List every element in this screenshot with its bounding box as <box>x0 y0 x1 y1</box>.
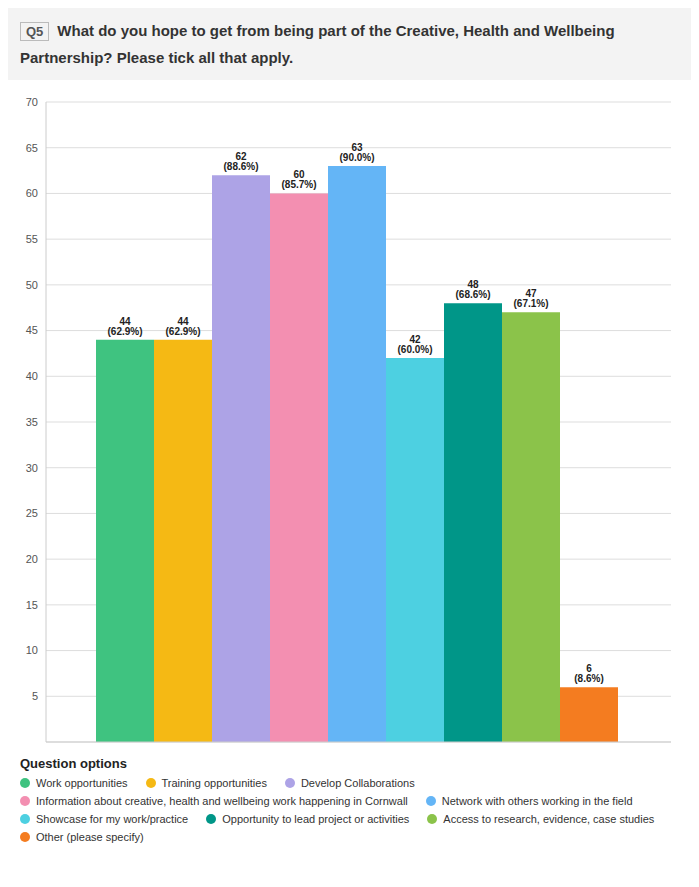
svg-text:44(62.9%): 44(62.9%) <box>107 316 142 337</box>
svg-text:55: 55 <box>26 233 38 245</box>
html-text:Work opportunities: Work opportunities <box>36 777 128 789</box>
svg-text:48(68.6%): 48(68.6%) <box>455 279 490 300</box>
svg-text:30: 30 <box>26 462 38 474</box>
html-text:Information about creative, he: Information about creative, health and w… <box>36 795 408 807</box>
html-text:Opportunity to lead project or: Opportunity to lead project or activitie… <box>222 813 410 825</box>
svg-text:44(62.9%): 44(62.9%) <box>165 316 200 337</box>
html-text:Network with others working in: Network with others working in the field <box>441 795 633 807</box>
svg-text:62(88.6%): 62(88.6%) <box>223 151 258 172</box>
html-text:Question options: Question options <box>20 756 127 771</box>
html-text:Access to research, evidence,: Access to research, evidence, case studi… <box>443 813 655 825</box>
svg-text:35: 35 <box>26 416 38 428</box>
svg-text:50: 50 <box>26 279 38 291</box>
svg-text:6(8.6%): 6(8.6%) <box>574 663 603 684</box>
html-text:Other (please specify): Other (please specify) <box>36 831 144 843</box>
html-text:Q5: Q5 <box>26 24 44 39</box>
svg-text:42(60.0%): 42(60.0%) <box>397 334 432 355</box>
html-text:Training opportunities: Training opportunities <box>161 777 267 789</box>
html-text:Develop Collaborations: Develop Collaborations <box>300 777 415 789</box>
svg-text:65: 65 <box>26 142 38 154</box>
svg-text:60(85.7%): 60(85.7%) <box>281 169 316 190</box>
svg-text:10: 10 <box>26 644 38 656</box>
svg-text:60: 60 <box>26 187 38 199</box>
svg-text:40: 40 <box>26 370 38 382</box>
svg-text:63(90.0%): 63(90.0%) <box>339 142 374 163</box>
html-text:Showcase for my work/practice: Showcase for my work/practice <box>36 813 189 825</box>
svg-text:47(67.1%): 47(67.1%) <box>513 288 548 309</box>
html-text:What do you hope to get from b: What do you hope to get from being part … <box>20 22 615 66</box>
svg-text:20: 20 <box>26 553 38 565</box>
svg-text:45: 45 <box>26 324 38 336</box>
svg-text:5: 5 <box>32 690 38 702</box>
svg-text:15: 15 <box>26 599 38 611</box>
svg-text:25: 25 <box>26 507 38 519</box>
svg-text:70: 70 <box>26 96 38 108</box>
